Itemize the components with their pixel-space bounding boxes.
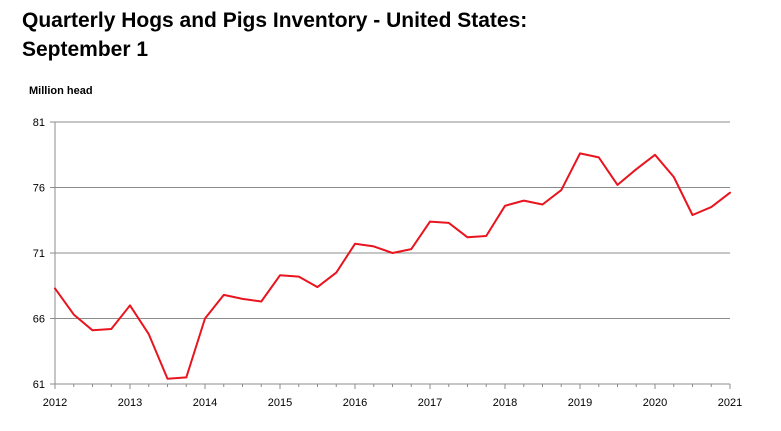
gridlines [55, 121, 730, 319]
y-tick-label: 66 [33, 314, 45, 326]
chart-title-line-1: Quarterly Hogs and Pigs Inventory - Unit… [22, 9, 528, 32]
series [54, 152, 731, 380]
x-tick-label: 2016 [343, 397, 367, 409]
x-tick-label: 2012 [43, 397, 67, 409]
axes [50, 121, 731, 389]
x-tick-label: 2020 [643, 397, 667, 409]
series-line [54, 152, 731, 380]
y-tick-label: 81 [33, 117, 45, 129]
x-tick-label: 2017 [418, 397, 442, 409]
x-tick-label: 2019 [568, 397, 592, 409]
x-tick-label: 2013 [118, 397, 142, 409]
y-tick-label: 61 [33, 379, 45, 391]
y-axis-label: Million head [29, 85, 93, 97]
chart-title-line-2: September 1 [22, 38, 149, 61]
x-tick-label: 2015 [268, 397, 292, 409]
chart-title: Quarterly Hogs and Pigs Inventory - Unit… [22, 6, 722, 64]
x-tick-label: 2014 [193, 397, 217, 409]
x-tick-label: 2021 [718, 397, 742, 409]
x-tick-labels: 2012 2013 2014 2015 2016 2017 2018 2019 2020 2021 [43, 397, 742, 409]
y-tick-label: 76 [33, 183, 45, 195]
y-tick-label: 71 [33, 248, 45, 260]
y-tick-labels: 61 66 71 76 81 [33, 117, 45, 391]
x-tick-label: 2018 [493, 397, 517, 409]
